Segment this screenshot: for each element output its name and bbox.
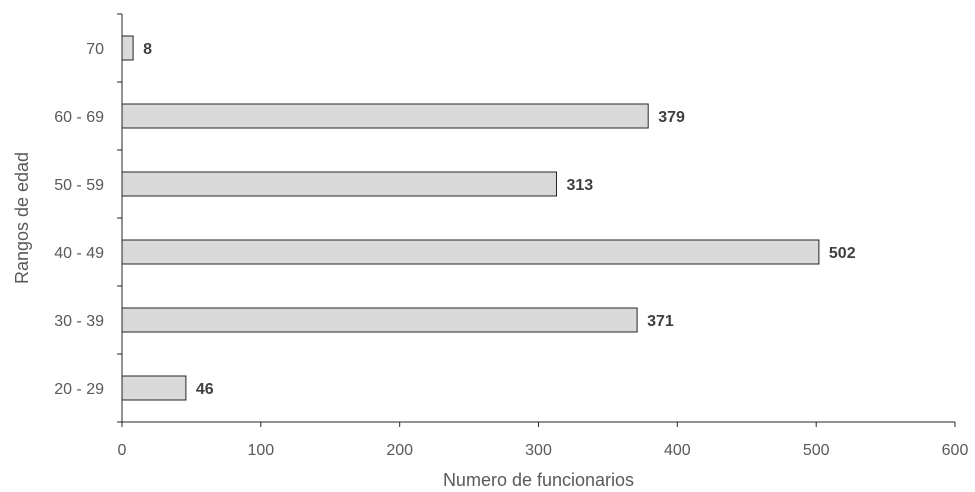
- bar-2: [121, 239, 820, 265]
- data-label-5: 8: [143, 41, 152, 58]
- x-axis-ticks: 0 100 200 300 400 500 600: [118, 422, 969, 459]
- y-tick-label-1: 30 - 39: [54, 313, 104, 330]
- y-axis-title: Rangos de edad: [12, 152, 32, 284]
- x-tick-label-0: 0: [118, 442, 127, 459]
- data-label-2: 502: [829, 245, 856, 262]
- x-tick-label-4: 400: [664, 442, 691, 459]
- data-labels-group: 46 371 502 313 379 8: [143, 41, 856, 398]
- x-tick-label-6: 600: [942, 442, 969, 459]
- y-tick-label-3: 50 - 59: [54, 177, 104, 194]
- data-label-4: 379: [658, 109, 685, 126]
- data-label-3: 313: [567, 177, 594, 194]
- x-axis-title: Numero de funcionarios: [443, 470, 634, 490]
- x-tick-label-5: 500: [803, 442, 830, 459]
- y-axis-ticks: 20 - 29 30 - 39 40 - 49 50 - 59 60 - 69 70: [54, 13, 122, 423]
- bar-4: [121, 103, 649, 129]
- y-tick-label-0: 20 - 29: [54, 381, 104, 398]
- x-tick-label-2: 200: [386, 442, 413, 459]
- x-tick-label-3: 300: [525, 442, 552, 459]
- data-label-0: 46: [196, 381, 214, 398]
- bar-5: [121, 35, 134, 61]
- bar-0: [121, 375, 187, 401]
- bar-1: [121, 307, 638, 333]
- bar-3: [121, 171, 557, 197]
- data-label-1: 371: [647, 313, 674, 330]
- x-tick-label-1: 100: [247, 442, 274, 459]
- y-tick-label-2: 40 - 49: [54, 245, 104, 262]
- y-tick-label-4: 60 - 69: [54, 109, 104, 126]
- bars-group: [121, 35, 820, 401]
- y-tick-label-5: 70: [86, 41, 104, 58]
